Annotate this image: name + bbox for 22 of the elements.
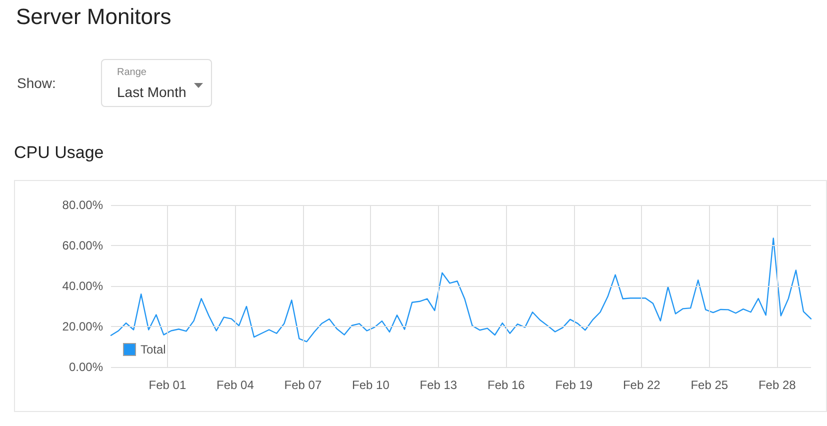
y-tick-label: 20.00% — [62, 320, 104, 334]
chart-subtitle: CPU Usage — [14, 143, 104, 163]
line-series — [110, 238, 812, 342]
x-tick-label: Feb 13 — [420, 378, 458, 392]
x-tick-label: Feb 19 — [555, 378, 593, 392]
y-tick-label: 0.00% — [68, 360, 104, 374]
text: Show: — [17, 75, 56, 91]
y-tick-label: 80.00% — [62, 198, 104, 212]
chart-title: Server Monitors — [16, 4, 172, 30]
x-tick-label: Feb 28 — [758, 378, 796, 392]
x-tick-label: Feb 10 — [352, 378, 390, 392]
y-tick-label: 60.00% — [62, 238, 104, 252]
x-tick-label: Feb 04 — [216, 378, 254, 392]
text: Last Month — [117, 84, 186, 100]
y-tick-label: 40.00% — [62, 279, 104, 293]
text: Range — [117, 67, 146, 78]
x-tick-label: Feb 01 — [148, 378, 186, 392]
legend-label: Total — [140, 342, 166, 356]
x-tick-label: Feb 25 — [690, 378, 728, 392]
x-tick-label: Feb 16 — [487, 378, 526, 392]
x-tick-label: Feb 07 — [284, 378, 322, 392]
x-tick-label: Feb 22 — [622, 378, 661, 392]
